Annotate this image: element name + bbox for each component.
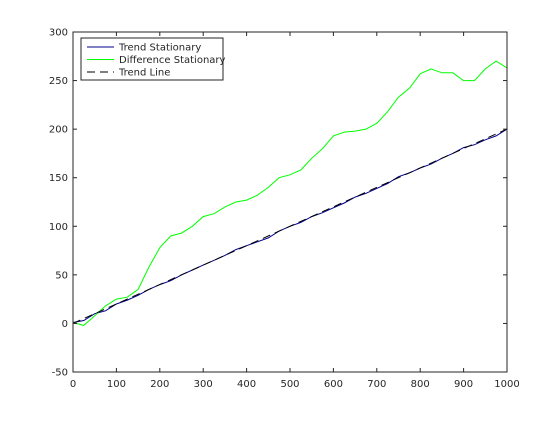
- plot-area: 0 100 200 300 400 500 600 700 800 900 1000 -500501…: [49, 28, 520, 391]
- series-layer: [72, 60, 508, 326]
- series-line-difference-stationary: [72, 60, 508, 326]
- y-tick-label: 200: [49, 125, 68, 136]
- legend-label-trend-stationary: Trend Stationary: [118, 43, 201, 54]
- y-tick-label: -50: [52, 368, 68, 379]
- y-axis: -50 0 50 100 150 200 250 300: [49, 28, 507, 379]
- legend-label-difference-stationary: Difference Stationary: [119, 55, 226, 66]
- x-tick-label: 800: [411, 379, 430, 390]
- x-tick-label: 0: [70, 379, 76, 390]
- x-tick-label: 900: [454, 379, 473, 390]
- x-tick-label: 500: [280, 379, 299, 390]
- series-line-trend-line: [72, 128, 508, 324]
- y-tick-label: 300: [49, 28, 68, 39]
- legend-label-trend-line: Trend Line: [118, 68, 170, 79]
- y-tick-label: 50: [55, 270, 68, 281]
- y-tick-label: 100: [49, 222, 68, 233]
- x-tick-label: 100: [107, 379, 126, 390]
- x-tick-label: 200: [150, 379, 169, 390]
- x-tick-label: 600: [324, 379, 343, 390]
- x-tick-label: 700: [367, 379, 386, 390]
- y-tick-label: 150: [49, 173, 68, 184]
- x-tick-label: 300: [194, 379, 213, 390]
- x-axis: 0 100 200 300 400 500 600 700 800 900 1000: [70, 32, 520, 390]
- y-tick-label: 0: [62, 319, 68, 330]
- y-tick-label: 250: [49, 76, 68, 87]
- x-tick-label: 1000: [494, 379, 519, 390]
- x-tick-label: 400: [237, 379, 256, 390]
- axes-background: [73, 32, 507, 372]
